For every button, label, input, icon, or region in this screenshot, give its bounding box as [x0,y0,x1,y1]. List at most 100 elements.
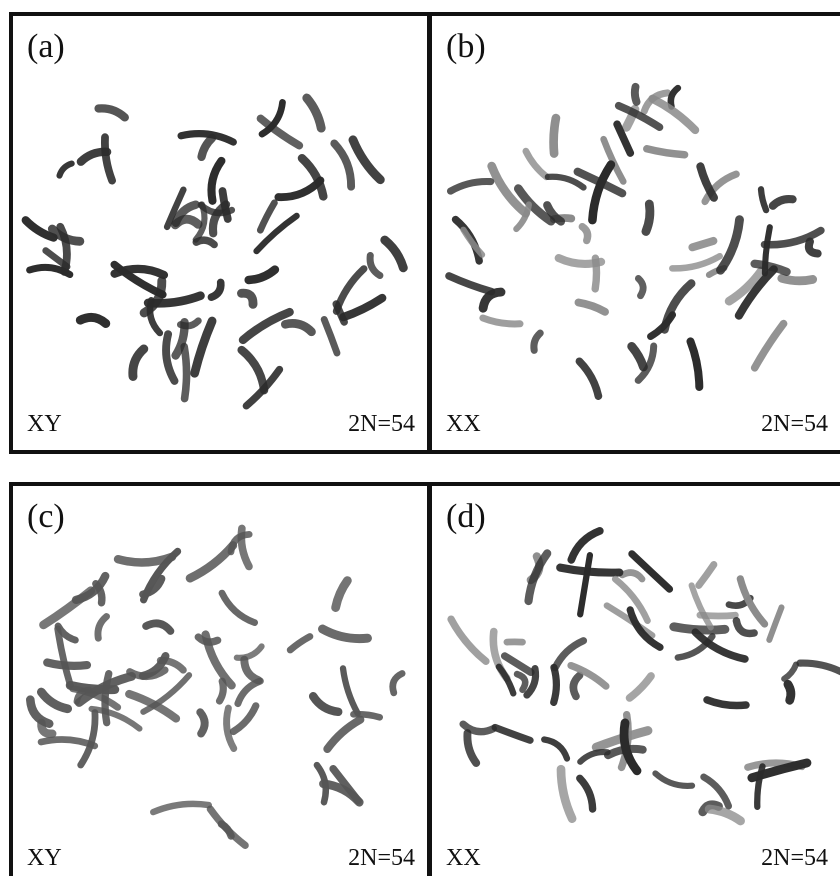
chromosome [513,201,532,233]
chromosome [237,345,269,395]
chromosome [701,170,740,206]
chromosome [56,222,71,276]
chromosome [244,265,280,285]
chromosome [634,275,647,300]
chromosome [754,763,766,810]
sex-chromosome-label: XX [446,411,481,437]
chromosome [196,708,209,738]
chromosome [777,273,818,286]
chromosome [280,319,316,337]
panel-a: (a) XY 2N=54 [9,12,431,454]
chromosome [233,643,265,661]
chromosome [389,670,406,697]
chromosome [192,236,218,249]
chromosome [65,680,120,695]
chromosome [215,677,227,705]
chromosome [208,200,231,238]
chromosome [716,215,744,275]
chromosome [768,195,797,210]
sex-chromosome-label: XX [446,845,481,871]
chromosome [459,720,497,736]
chromosome [747,758,812,783]
chromosome [569,671,584,701]
chromosome [339,665,361,717]
chromosome [238,307,294,345]
chromosome [229,702,260,736]
chromosome [47,224,85,246]
chromosome [274,176,325,202]
chromosome [54,622,79,644]
chromosome [110,264,169,280]
chromosome [445,272,496,296]
chromosome [630,82,641,106]
chromosome [286,633,314,654]
chromosome [696,162,718,202]
chromosome [523,665,540,699]
chromosome [634,342,658,384]
chromosome [491,723,534,744]
chromosome [574,298,609,316]
chromosome [575,357,603,400]
chromosome [88,705,143,732]
chromosome [308,692,343,717]
chromosome [513,184,556,226]
chromosome [588,160,616,225]
chromosome-count: 2N=54 [761,411,828,437]
chromosome [543,201,566,226]
chromosome [37,718,57,738]
chromosome [479,314,524,328]
chromosome [185,541,238,583]
chromosome [323,715,365,753]
chromosome [613,120,635,157]
chromosome [591,254,601,293]
chromosome [750,319,788,372]
chromosome [162,330,179,385]
panel-label: (b) [446,28,486,65]
panel-label: (c) [27,498,65,535]
chromosome [139,574,166,599]
metaphase-spread-b [445,82,825,400]
chromosome [544,173,587,191]
chromosome [77,709,99,769]
chromosome [611,575,651,624]
chromosome [192,201,208,243]
chromosome [567,527,604,564]
metaphase-spread-d [447,527,840,826]
chromosome [242,365,284,410]
chromosome [234,677,264,708]
chromosome [513,670,529,694]
chromosome [256,199,278,234]
chromosome [100,133,116,185]
chromosome [318,624,372,644]
sex-chromosome-label: XY [27,411,62,437]
chromosome [700,773,733,810]
chromosome [703,696,750,710]
chromosome [660,279,696,334]
chromosome [736,575,769,628]
chromosome [576,774,597,813]
chromosome [556,764,577,823]
chromosome [258,99,286,138]
chromosome [577,552,594,618]
chromosome-count: 2N=54 [761,845,828,871]
chromosome [704,804,745,826]
chromosome [39,586,96,630]
chromosome [348,135,385,185]
chromosome [128,344,149,381]
chromosome [781,661,800,682]
chromosome [732,617,758,638]
chromosome [113,552,177,567]
chromosome [567,661,610,690]
chromosome [641,199,655,236]
chromosome [541,736,571,762]
chromosome [550,663,560,706]
chromosome [207,278,225,301]
chromosome [143,291,205,308]
chromosome [625,672,655,702]
chromosome [297,153,328,201]
chromosome-count: 2N=54 [348,411,415,437]
chromosome [686,337,704,391]
sex-chromosome-label: XY [27,845,62,871]
chromosome [463,729,481,767]
chromosome [626,606,664,651]
